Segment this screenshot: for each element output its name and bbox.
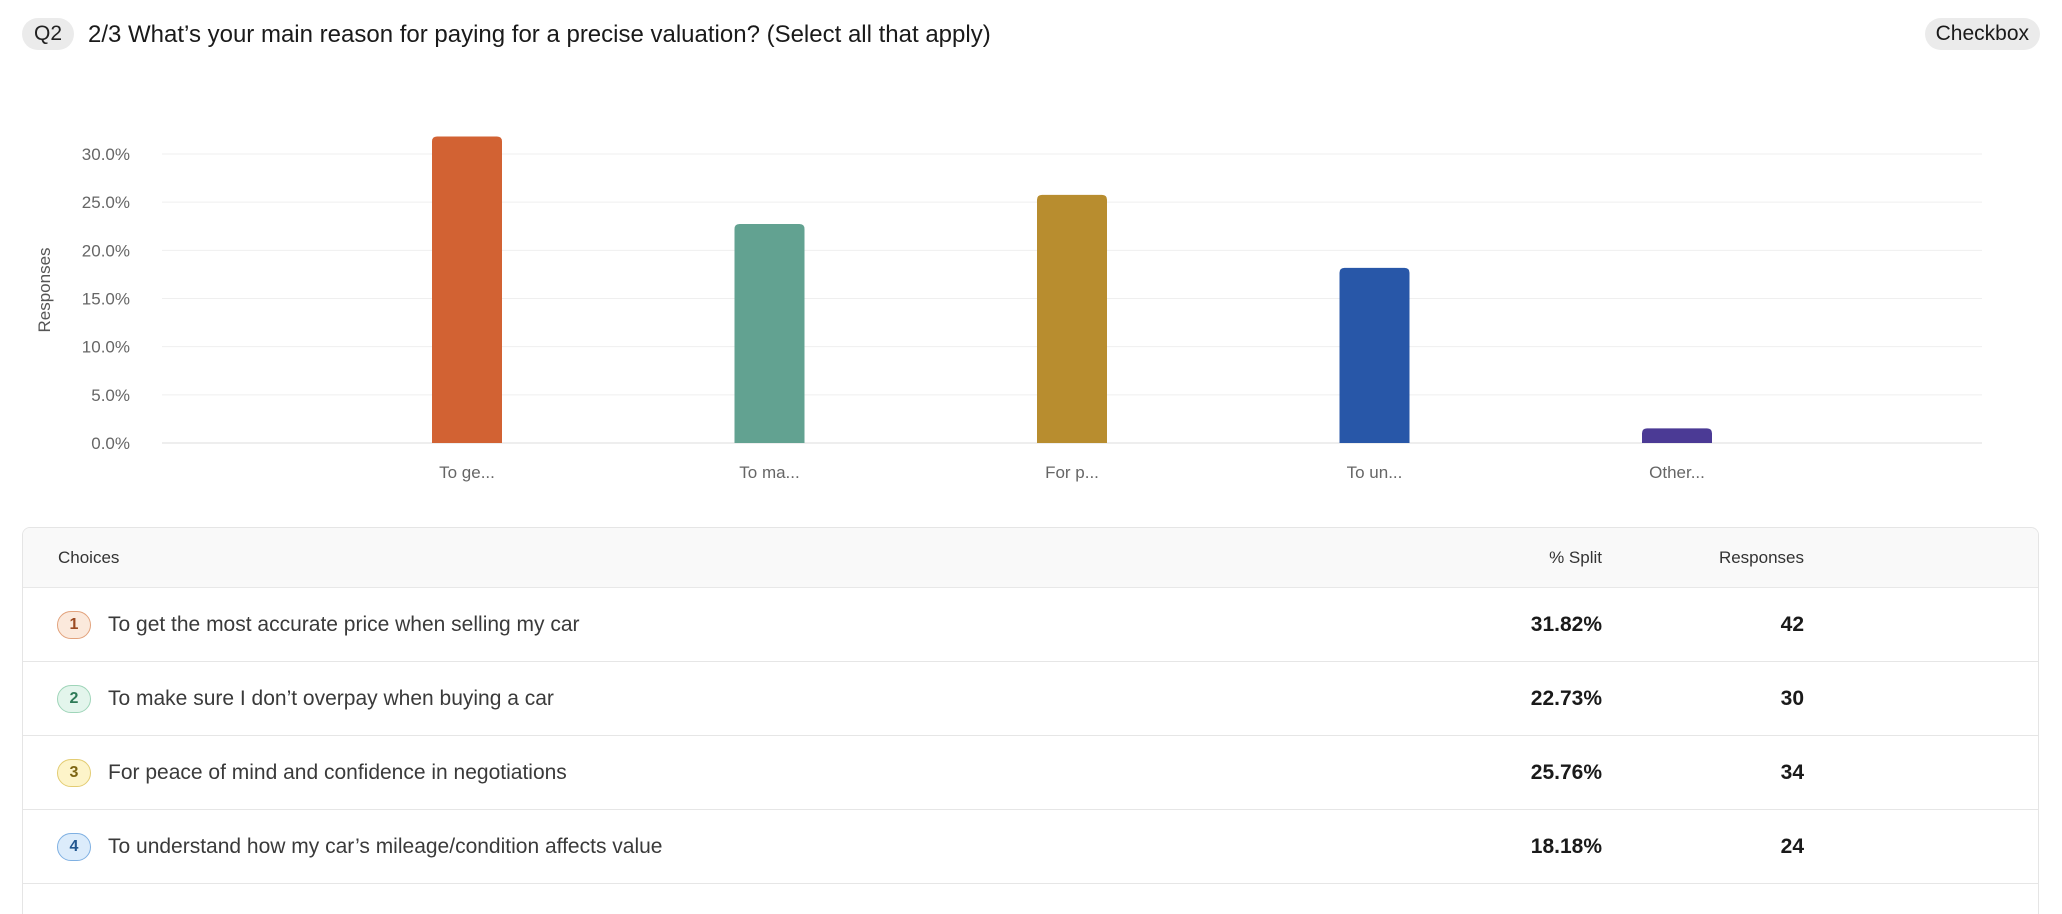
question-header: Q2 2/3 What’s your main reason for payin…: [22, 16, 2040, 54]
bar[interactable]: [1339, 267, 1410, 443]
question-type-badge: Checkbox: [1924, 18, 2040, 50]
choice-split: 22.73%: [1530, 687, 1602, 710]
header-choices: Choices: [58, 548, 120, 567]
x-tick-label: To ge...: [439, 463, 495, 482]
choice-responses: 34: [1780, 761, 1804, 784]
table-row: 1 To get the most accurate price when se…: [23, 588, 2038, 662]
y-tick-label: 5.0%: [91, 386, 130, 405]
header-split: % Split: [1549, 548, 1602, 567]
y-tick-label: 15.0%: [82, 290, 130, 309]
choice-number-badge: 3: [57, 759, 91, 787]
table-row: 4 To understand how my car’s mileage/con…: [23, 810, 2038, 884]
question-title: 2/3 What’s your main reason for paying f…: [88, 21, 991, 48]
y-tick-label: 20.0%: [82, 241, 130, 260]
y-axis-label: Responses: [35, 247, 54, 332]
table-row: 3 For peace of mind and confidence in ne…: [23, 736, 2038, 810]
question-number-badge: Q2: [22, 18, 75, 50]
bar[interactable]: [1642, 428, 1712, 443]
header-responses: Responses: [1718, 548, 1804, 567]
choice-responses: 42: [1780, 613, 1804, 636]
choice-split: 31.82%: [1530, 613, 1602, 636]
choices-table: Choices % Split Responses 1 To get the m…: [22, 527, 2039, 914]
y-tick-label: 30.0%: [82, 145, 130, 164]
choice-label: To get the most accurate price when sell…: [108, 613, 580, 636]
x-tick-label: To un...: [1347, 463, 1403, 482]
x-tick-label: For p...: [1045, 463, 1099, 482]
y-tick-label: 0.0%: [91, 434, 130, 453]
table-row: 2 To make sure I don’t overpay when buyi…: [23, 662, 2038, 736]
choice-number-badge: 4: [57, 833, 91, 861]
choice-responses: 24: [1780, 835, 1804, 858]
bar[interactable]: [1037, 194, 1107, 443]
choice-responses: 30: [1780, 687, 1804, 710]
choice-label: To understand how my car’s mileage/condi…: [108, 835, 663, 858]
bar[interactable]: [432, 136, 502, 443]
y-tick-label: 25.0%: [82, 193, 130, 212]
y-tick-label: 10.0%: [82, 338, 130, 357]
choice-label: For peace of mind and confidence in nego…: [108, 761, 567, 784]
table-header: Choices % Split Responses: [23, 528, 2038, 588]
x-tick-label: To ma...: [739, 463, 799, 482]
choice-number-badge: 1: [57, 611, 91, 639]
x-tick-label: Other...: [1649, 463, 1705, 482]
choice-split: 25.76%: [1530, 761, 1602, 784]
bar[interactable]: [734, 224, 805, 443]
choice-number-badge: 2: [57, 685, 91, 713]
choice-label: To make sure I don’t overpay when buying…: [108, 687, 554, 710]
choice-split: 18.18%: [1530, 835, 1602, 858]
responses-bar-chart: 0.0% 5.0% 10.0% 15.0% 20.0% 25.0% 30.0% Respons…: [35, 136, 1982, 482]
table-body: 1 To get the most accurate price when se…: [23, 588, 2038, 884]
